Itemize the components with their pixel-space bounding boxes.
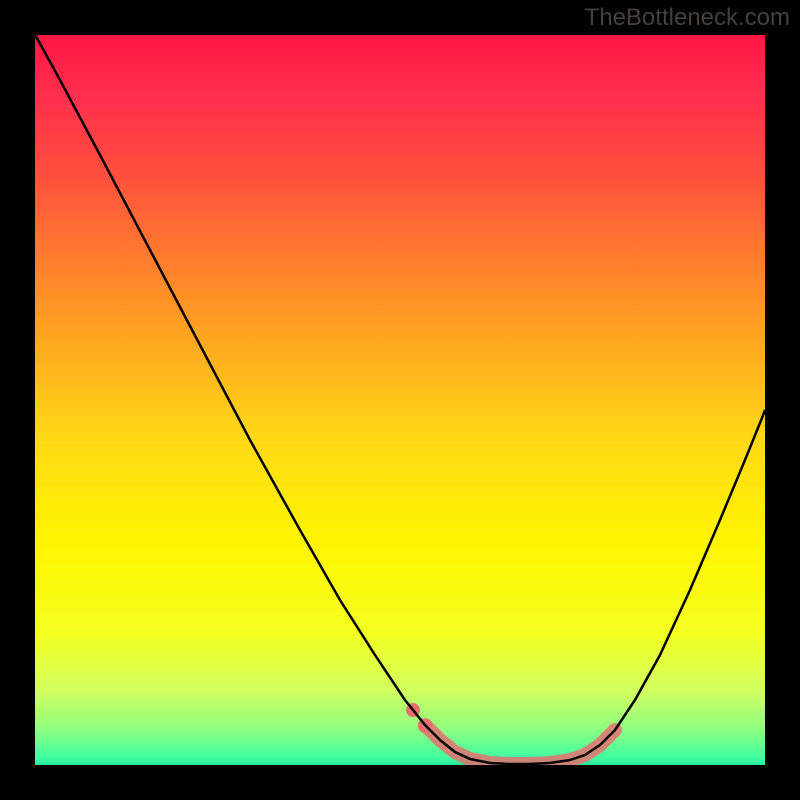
chart-container: TheBottleneck.com xyxy=(0,0,800,800)
gradient-plot-area xyxy=(35,35,765,765)
watermark-text: TheBottleneck.com xyxy=(585,4,790,32)
chart-svg xyxy=(0,0,800,800)
